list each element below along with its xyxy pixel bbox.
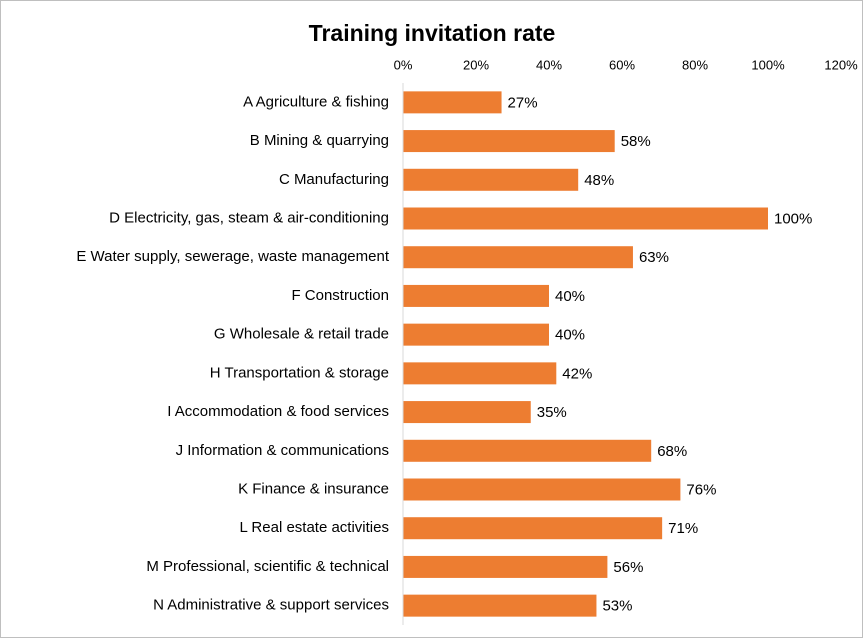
value-label: 58% — [621, 133, 651, 150]
y-tick-label: I Accommodation & food services — [167, 403, 389, 420]
x-tick-label: 0% — [394, 57, 413, 72]
value-label: 53% — [602, 598, 632, 615]
value-label: 56% — [613, 559, 643, 576]
y-tick-label: B Mining & quarrying — [250, 132, 389, 149]
bar — [403, 555, 608, 578]
bar — [403, 401, 531, 424]
y-tick-label: G Wholesale & retail trade — [214, 326, 389, 343]
y-tick-label: N Administrative & support services — [153, 597, 389, 614]
bar — [403, 594, 597, 617]
y-tick-label: J Information & communications — [176, 442, 389, 459]
bar — [403, 439, 652, 462]
chart-title: Training invitation rate — [309, 20, 556, 46]
bar — [403, 323, 549, 346]
value-label: 27% — [508, 94, 538, 111]
bar — [403, 478, 681, 501]
y-tick-label: M Professional, scientific & technical — [146, 558, 389, 575]
x-tick-label: 80% — [682, 57, 708, 72]
y-tick-label: E Water supply, sewerage, waste manageme… — [76, 248, 389, 265]
x-tick-label: 100% — [751, 57, 785, 72]
value-label: 63% — [639, 249, 669, 266]
x-tick-label: 60% — [609, 57, 635, 72]
y-tick-label: H Transportation & storage — [210, 364, 389, 381]
y-tick-label: F Construction — [291, 287, 389, 304]
x-tick-label: 20% — [463, 57, 489, 72]
value-label: 71% — [668, 520, 698, 537]
y-tick-label: C Manufacturing — [279, 171, 389, 188]
bar — [403, 130, 615, 153]
value-label: 42% — [562, 365, 592, 382]
value-label: 40% — [555, 288, 585, 305]
bar — [403, 207, 768, 230]
bar — [403, 91, 502, 114]
value-label: 48% — [584, 172, 614, 189]
value-label: 35% — [537, 404, 567, 421]
bar — [403, 284, 549, 307]
value-label: 40% — [555, 327, 585, 344]
value-label: 76% — [686, 481, 716, 498]
value-label: 68% — [657, 443, 687, 460]
bar — [403, 168, 579, 191]
y-tick-label: L Real estate activities — [239, 519, 389, 536]
y-tick-label: D Electricity, gas, steam & air-conditio… — [109, 209, 389, 226]
bar — [403, 362, 557, 385]
y-tick-label: K Finance & insurance — [238, 480, 389, 497]
bar — [403, 246, 633, 269]
x-tick-label: 120% — [824, 57, 858, 72]
value-label: 100% — [774, 210, 812, 227]
x-tick-label: 40% — [536, 57, 562, 72]
y-tick-label: A Agriculture & fishing — [243, 93, 389, 110]
bar — [403, 517, 663, 540]
